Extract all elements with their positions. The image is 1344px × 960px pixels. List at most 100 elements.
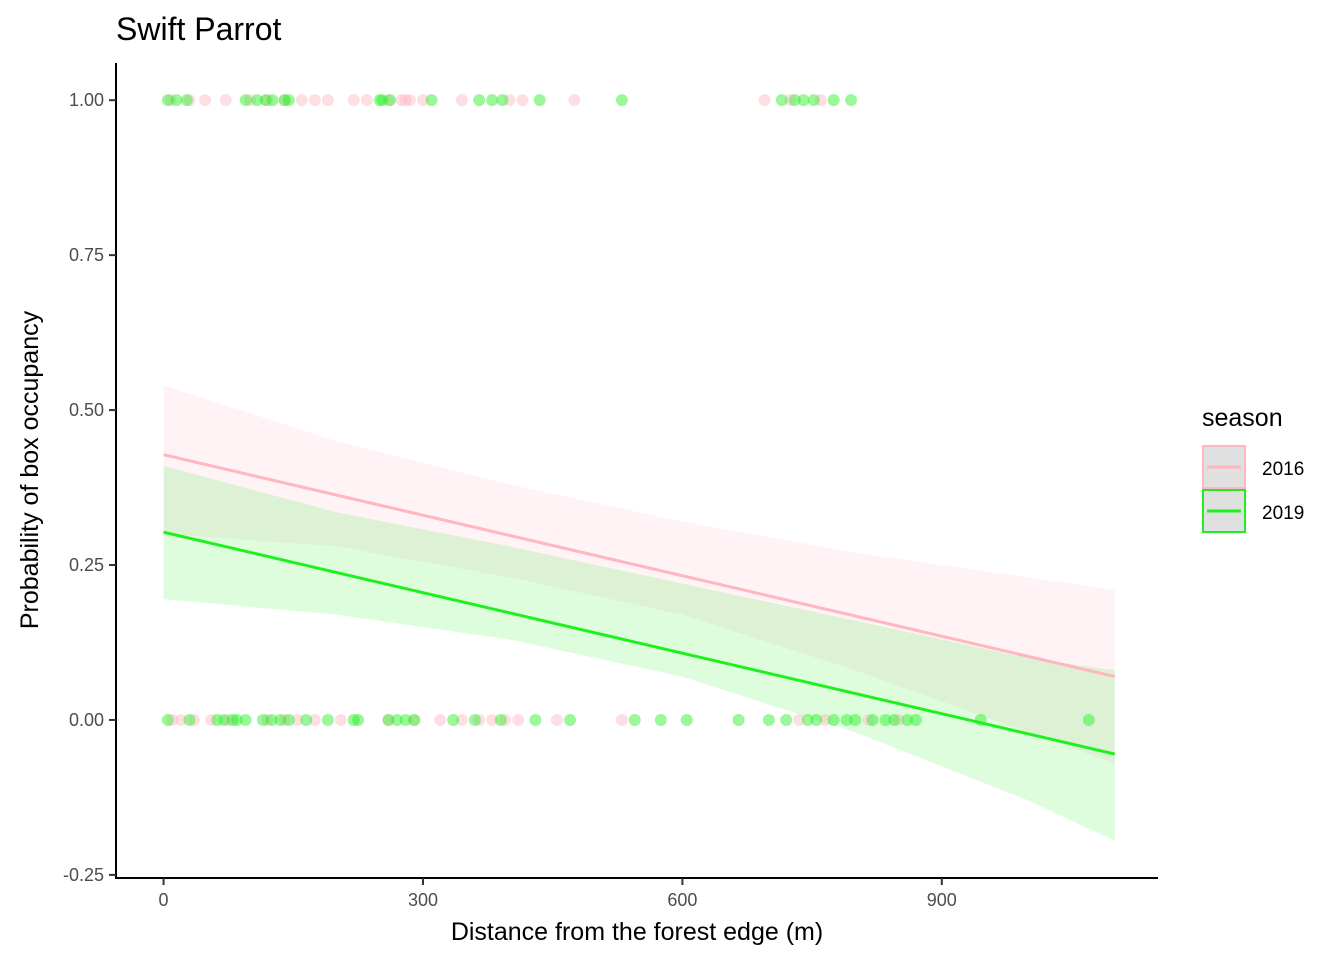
data-point-2019 <box>762 713 775 726</box>
legend-title: season <box>1202 404 1283 432</box>
data-point-2016 <box>321 94 334 107</box>
data-point-2019 <box>161 713 174 726</box>
data-point-2019 <box>628 713 641 726</box>
data-point-2019 <box>888 713 901 726</box>
data-point-2019 <box>282 713 295 726</box>
data-point-2019 <box>468 713 481 726</box>
data-point-2019 <box>373 94 386 107</box>
data-point-2019 <box>239 713 252 726</box>
y-tick-label: 0.25 <box>69 555 104 575</box>
data-point-2019 <box>615 94 628 107</box>
data-point-2019 <box>529 713 542 726</box>
data-point-2019 <box>408 713 421 726</box>
data-point-2016 <box>434 713 447 726</box>
legend-label-2016: 2016 <box>1262 459 1304 480</box>
data-point-2016 <box>278 713 291 726</box>
data-point-2019 <box>265 713 278 726</box>
data-point-2019 <box>901 713 914 726</box>
data-point-2016 <box>499 713 512 726</box>
data-point-2016 <box>455 94 468 107</box>
data-point-2019 <box>797 94 810 107</box>
data-point-2016 <box>183 94 196 107</box>
data-point-2019 <box>780 713 793 726</box>
data-point-2019 <box>266 94 279 107</box>
x-axis-ticks: 0 300 600 900 <box>159 878 957 910</box>
legend: season 2016 2019 <box>1202 404 1304 533</box>
data-point-2019 <box>257 713 269 726</box>
data-point-2016 <box>404 94 416 107</box>
data-point-2016 <box>408 713 421 726</box>
data-point-2016 <box>551 713 563 726</box>
confidence-ribbons <box>163 385 1115 841</box>
data-point-2016 <box>347 94 360 107</box>
x-tick-label: 900 <box>927 890 957 910</box>
ribbon-2019 <box>163 465 1115 841</box>
y-axis-title: Probability of box occupancy <box>16 310 44 629</box>
data-point-2016 <box>187 713 200 726</box>
data-point-2019 <box>391 713 403 726</box>
data-point-2019 <box>909 713 922 726</box>
data-point-2016 <box>278 94 291 107</box>
data-point-2016 <box>382 94 395 107</box>
data-point-2019 <box>827 713 840 726</box>
data-point-2016 <box>395 94 408 107</box>
data-point-2016 <box>784 94 797 107</box>
data-point-2019 <box>376 94 389 107</box>
data-point-2019 <box>239 94 252 107</box>
data-point-2019 <box>680 713 693 726</box>
data-point-2016 <box>291 713 304 726</box>
data-point-2019 <box>849 713 862 726</box>
data-point-2016 <box>819 713 832 726</box>
data-point-2016 <box>164 94 177 107</box>
data-point-2016 <box>615 713 628 726</box>
data-point-2019 <box>801 713 814 726</box>
y-tick-label: 0.50 <box>69 400 104 420</box>
data-point-2019 <box>654 713 667 726</box>
data-point-2019 <box>1082 713 1095 726</box>
data-point-2019 <box>810 713 823 726</box>
fit-lines <box>163 453 1116 756</box>
data-point-2019 <box>732 713 745 726</box>
data-point-2016 <box>455 713 468 726</box>
data-point-2016 <box>199 94 212 107</box>
data-point-2019 <box>278 94 291 107</box>
data-point-2019 <box>347 713 360 726</box>
data-point-2019 <box>274 713 287 726</box>
data-points <box>161 94 1095 726</box>
data-point-2016 <box>308 713 321 726</box>
data-point-2019 <box>226 713 239 726</box>
data-point-2019 <box>259 94 272 107</box>
legend-entries: 2016 2019 <box>1202 445 1304 533</box>
fit-line-2016 <box>163 453 1116 679</box>
data-point-2016 <box>334 713 347 726</box>
data-point-2016 <box>308 94 321 107</box>
data-point-2016 <box>473 713 486 726</box>
data-point-2016 <box>382 713 395 726</box>
data-point-2019 <box>473 94 486 107</box>
data-point-2016 <box>758 94 771 107</box>
legend-label-2019: 2019 <box>1262 503 1304 524</box>
data-point-2016 <box>512 713 525 726</box>
data-point-2019 <box>382 713 395 726</box>
x-tick-label: 0 <box>159 890 169 910</box>
chart-title: Swift Parrot <box>116 11 281 47</box>
data-point-2016 <box>399 94 412 107</box>
data-point-2019 <box>399 713 412 726</box>
data-point-2019 <box>183 713 196 726</box>
data-point-2019 <box>384 94 397 107</box>
y-axis-ticks: -0.25 0.00 0.25 0.50 0.75 1.00 <box>63 90 116 885</box>
y-tick-label: 0.00 <box>69 710 104 730</box>
data-point-2019 <box>845 94 857 107</box>
data-point-2016 <box>174 713 187 726</box>
data-point-2016 <box>244 94 256 107</box>
fit-line-2019 <box>163 530 1116 756</box>
data-point-2016 <box>261 94 274 107</box>
y-tick-label: -0.25 <box>63 865 104 885</box>
data-point-2019 <box>496 94 509 107</box>
x-tick-label: 300 <box>408 890 438 910</box>
data-point-2019 <box>161 94 174 107</box>
data-point-2019 <box>564 713 576 726</box>
ribbon-2016 <box>163 385 1115 764</box>
x-axis-title: Distance from the forest edge (m) <box>451 918 823 946</box>
